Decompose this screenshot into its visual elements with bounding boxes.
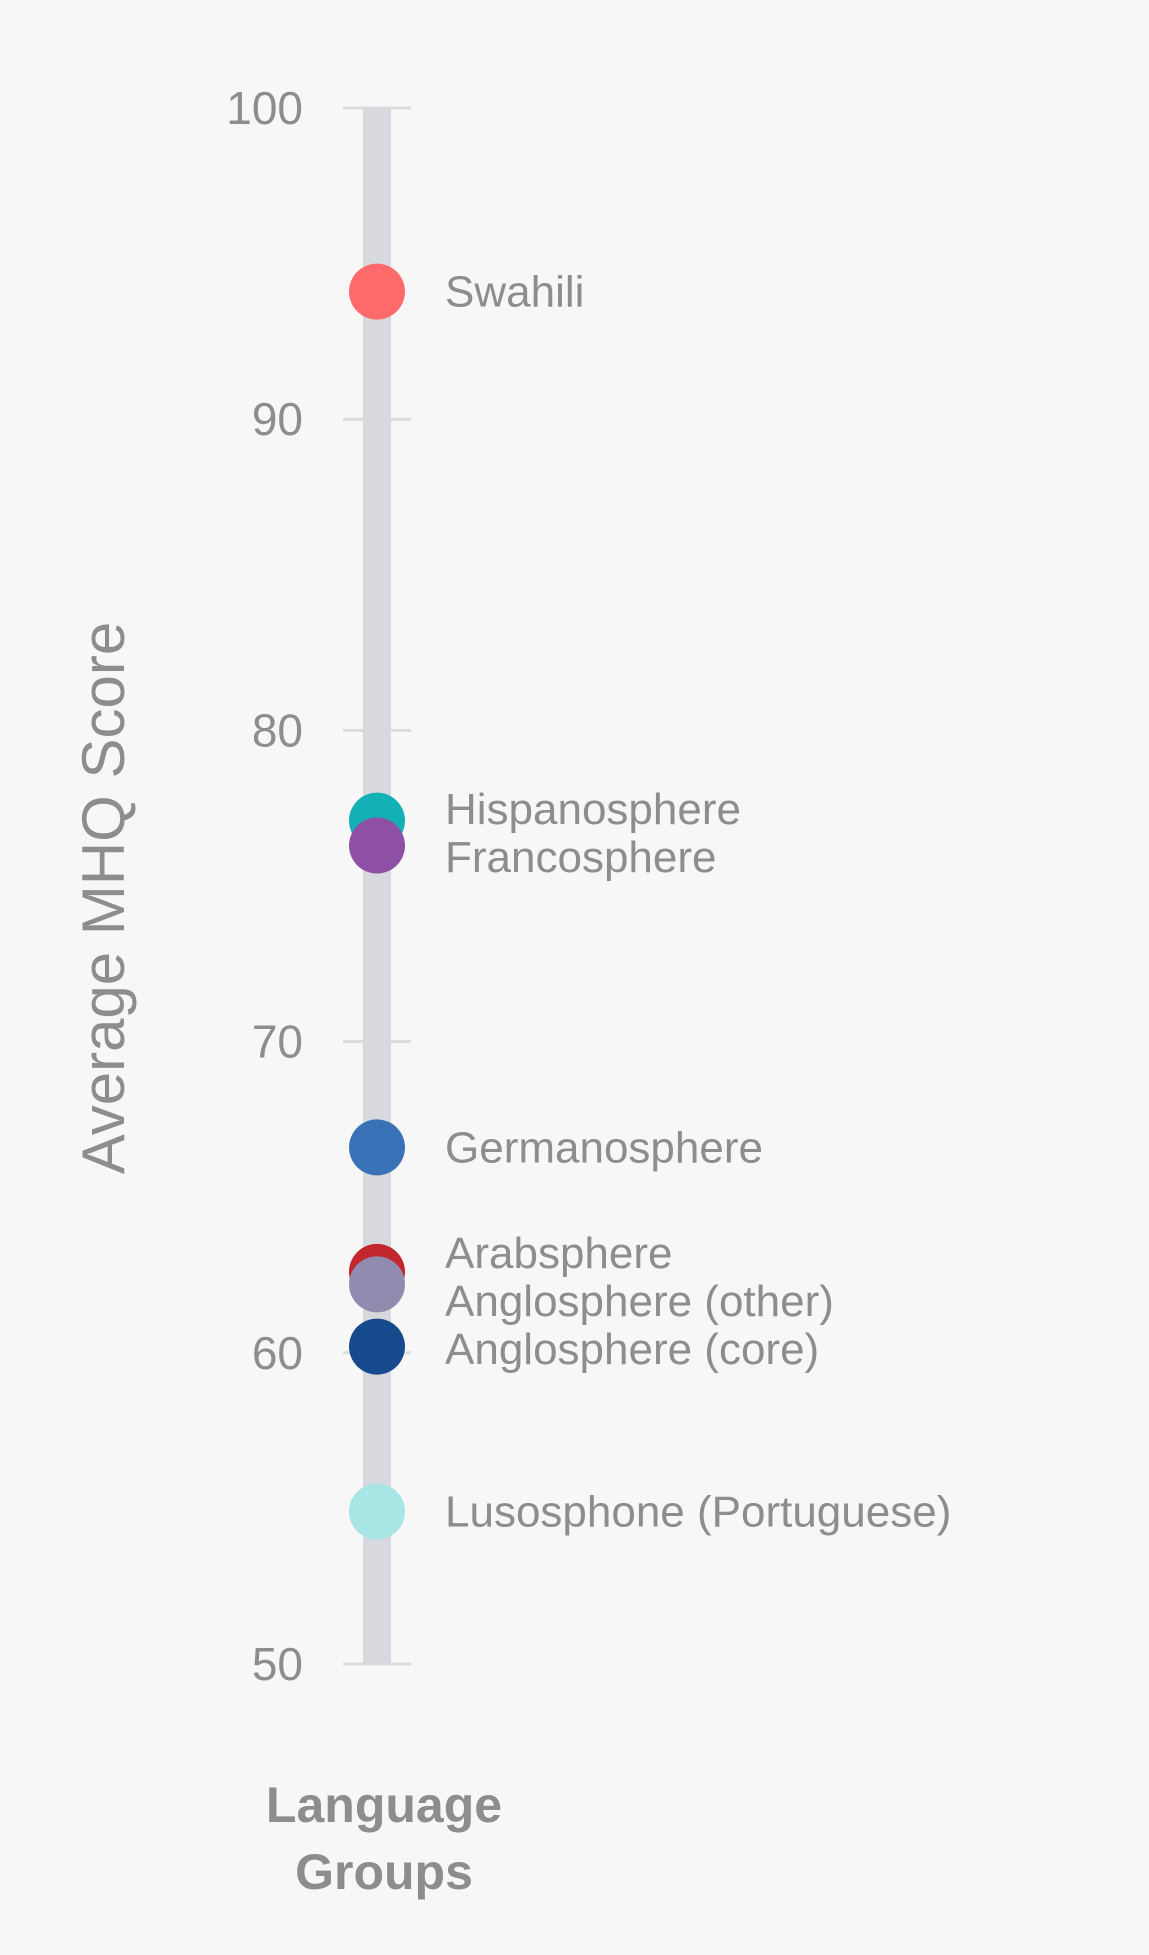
y-tick-label-50: 50 [252,1638,303,1690]
point-label-swahili: Swahili [445,268,584,317]
data-point-lusosphone-portuguese [349,1483,405,1540]
point-label-arabsphere: Arabsphere [445,1229,672,1278]
point-label-francosphere: Francosphere [445,833,716,882]
data-point-francosphere [349,817,405,874]
y-tick-label-80: 80 [252,704,303,756]
x-axis-title-line-2: Groups [295,1844,473,1900]
x-axis-title-line-1: Language [266,1777,502,1833]
data-point-anglosphere-other [349,1256,405,1313]
value-track [363,108,391,1664]
y-tick-label-60: 60 [252,1327,303,1379]
data-point-anglosphere-core [349,1318,405,1375]
point-label-hispanosphere: Hispanosphere [445,785,741,834]
y-tick-label-70: 70 [252,1016,303,1068]
x-axis-title: Language Groups [266,1777,502,1900]
data-point-germanosphere [349,1119,405,1176]
point-label-germanosphere: Germanosphere [445,1123,763,1172]
point-label-lusosphone-portuguese: Lusosphone (Portuguese) [445,1488,951,1537]
point-label-anglosphere-other: Anglosphere (other) [445,1277,834,1326]
data-point-swahili [349,263,405,320]
y-tick-label-100: 100 [226,82,303,134]
y-tick-label-90: 90 [252,393,303,445]
y-axis-tick-labels: 50 60 70 80 90 100 [226,82,303,1690]
data-points [349,263,405,1540]
point-label-anglosphere-core: Anglosphere (core) [445,1325,819,1374]
y-axis-title: Average MHQ Score [70,622,137,1174]
